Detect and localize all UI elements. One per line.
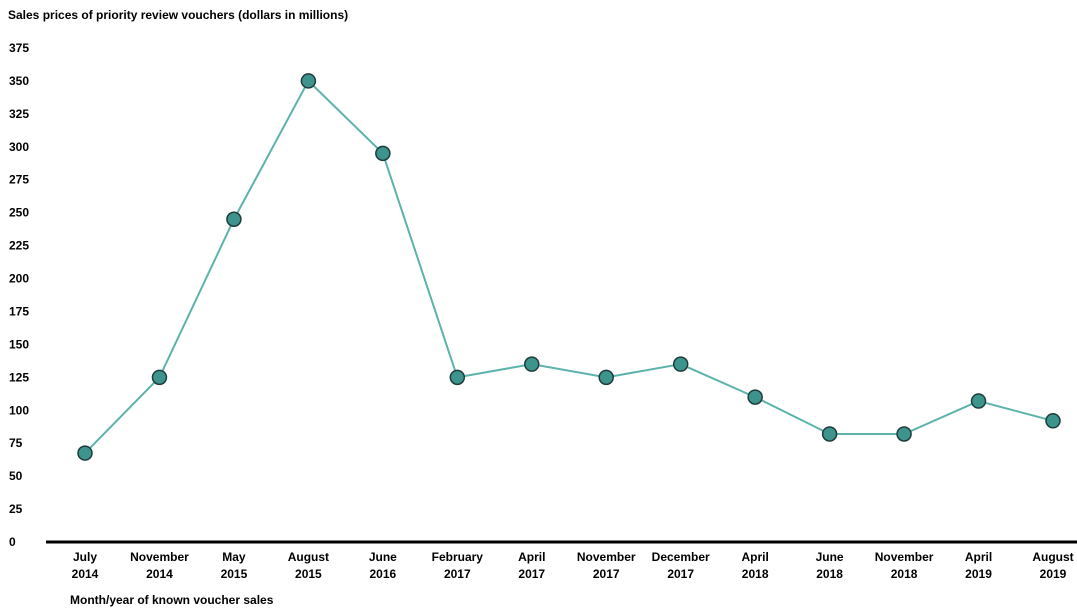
data-point <box>672 356 689 372</box>
data-point <box>151 369 168 386</box>
y-tick-label: 300 <box>9 140 29 154</box>
data-point-markers <box>77 73 1061 461</box>
x-tick-label: June 2018 <box>816 550 844 581</box>
x-tick-label: May 2015 <box>221 550 248 581</box>
series-line <box>84 79 1054 454</box>
x-tick-label: August 2019 <box>1032 550 1073 581</box>
x-tick-label: April 2019 <box>965 550 992 581</box>
x-tick-label: June 2016 <box>369 550 397 581</box>
y-tick-label: 50 <box>9 469 23 483</box>
data-point <box>226 211 242 228</box>
y-tick-label: 325 <box>9 107 29 121</box>
data-point <box>896 426 912 442</box>
y-tick-label: 350 <box>9 74 29 88</box>
x-tick-label: November 2017 <box>577 550 636 581</box>
data-point <box>1045 413 1061 429</box>
x-axis-tick-labels: July 2014 November 2014 May 2015 August 2015 Jun… <box>72 550 1074 581</box>
x-axis-title: Month/year of known voucher sales <box>70 593 274 607</box>
data-point <box>821 426 838 442</box>
y-tick-label: 200 <box>9 272 29 286</box>
data-point <box>300 73 317 89</box>
y-tick-label: 175 <box>9 304 29 318</box>
y-tick-label: 375 <box>9 41 29 55</box>
x-tick-label: August 2015 <box>288 550 329 581</box>
x-tick-label: April 2018 <box>741 550 768 581</box>
y-tick-label: 150 <box>9 337 29 351</box>
data-point <box>524 356 540 372</box>
y-tick-label: 225 <box>9 239 29 253</box>
x-tick-label: April 2017 <box>518 550 545 581</box>
y-tick-label: 25 <box>9 502 23 516</box>
data-point <box>449 369 466 386</box>
x-tick-label: November 2018 <box>875 550 934 581</box>
y-tick-label: 0 <box>9 535 16 549</box>
data-point <box>598 369 614 386</box>
data-point <box>375 145 391 162</box>
data-point <box>77 445 93 461</box>
y-tick-label: 100 <box>9 403 29 417</box>
x-tick-label: November 2014 <box>130 550 189 581</box>
data-point <box>970 393 987 409</box>
chart-title: Sales prices of priority review vouchers… <box>8 8 349 22</box>
y-tick-label: 125 <box>9 370 29 384</box>
y-tick-label: 275 <box>9 173 29 187</box>
y-tick-label: 250 <box>9 206 29 220</box>
data-point <box>747 389 763 405</box>
x-tick-label: February 2017 <box>432 550 484 581</box>
x-tick-label: July 2014 <box>72 550 99 581</box>
x-tick-label: December 2017 <box>652 550 710 581</box>
y-tick-label: 75 <box>9 436 23 450</box>
y-axis-tick-labels: 0 25 50 75 100 125 150 175 200 225 250 275 300 325 350… <box>9 41 29 549</box>
